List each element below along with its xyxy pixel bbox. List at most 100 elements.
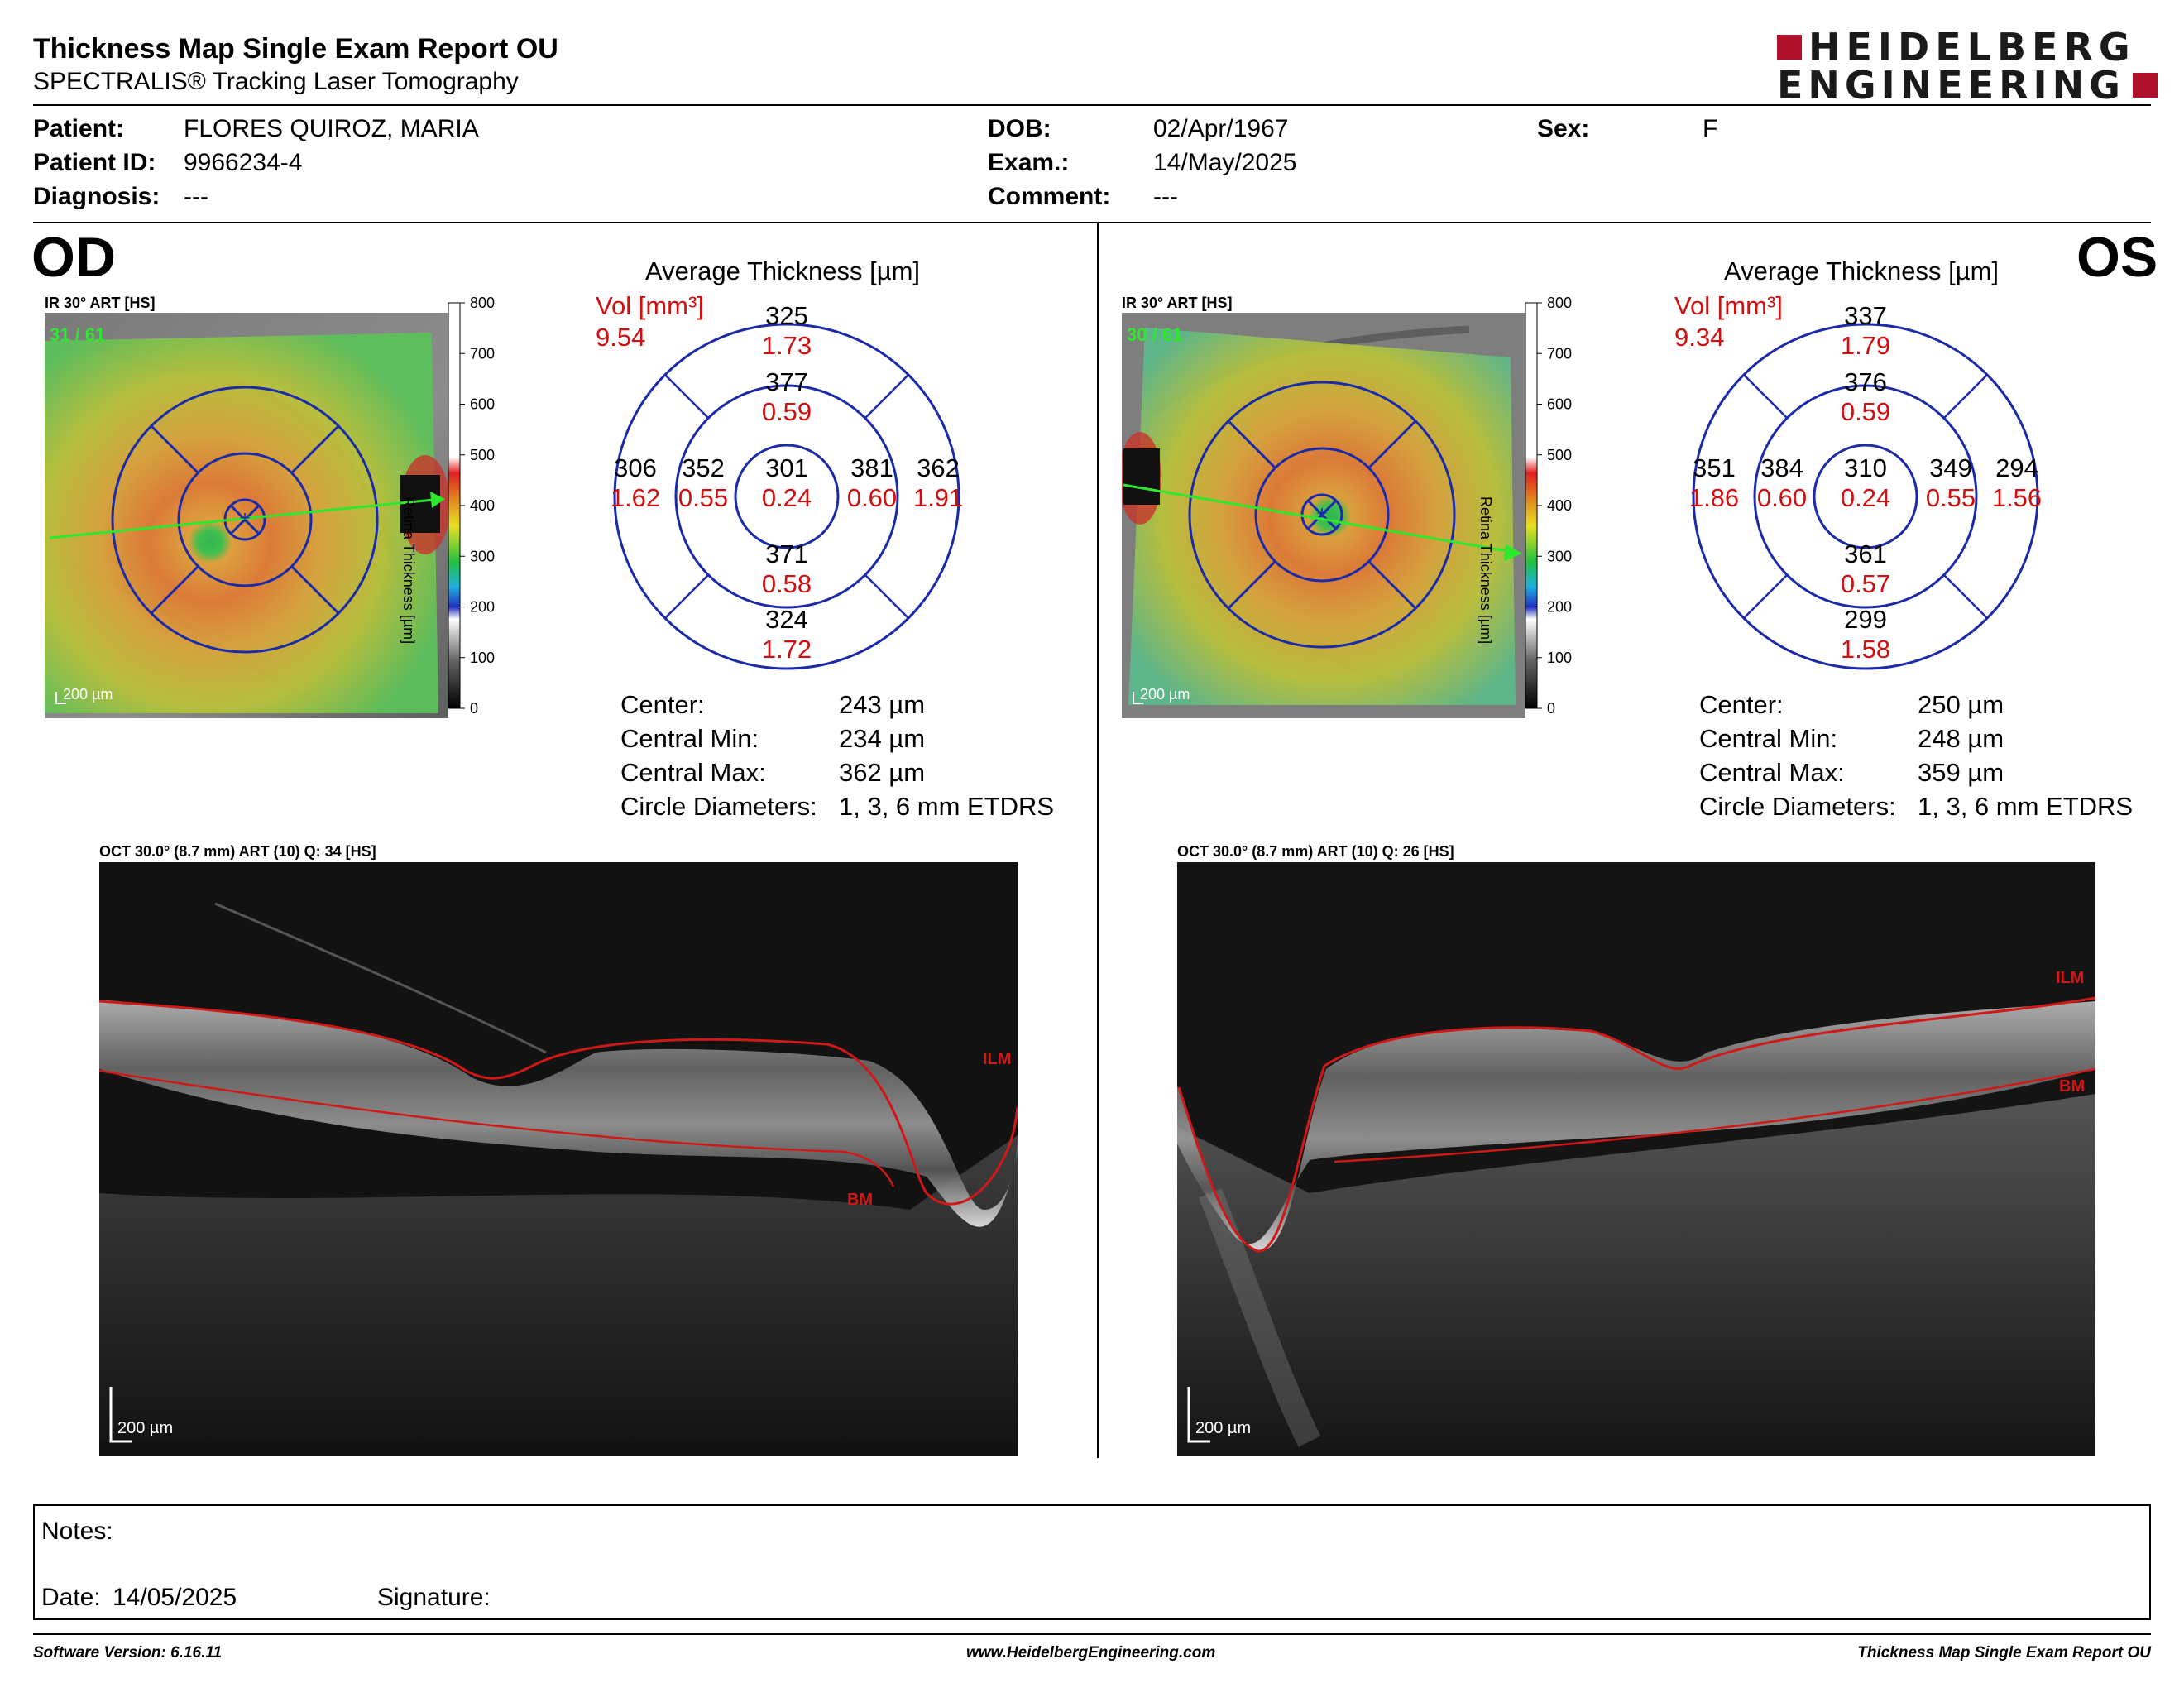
od-max-label: Central Max: xyxy=(620,758,766,787)
os-colorbar-tick-label: 400 xyxy=(1547,497,1572,514)
signature-label: Signature: xyxy=(377,1584,491,1611)
od-inner-left-thickness: 352 xyxy=(682,453,725,482)
eye-divider xyxy=(1097,223,1099,1458)
os-colorbar-label: Retina Thickness [µm] xyxy=(1478,496,1494,645)
os-map-scale: 200 µm xyxy=(1140,686,1190,703)
header-divider xyxy=(33,104,2151,106)
od-colorbar-tick-label: 0 xyxy=(470,700,478,717)
os-inner-inf-thickness: 361 xyxy=(1844,539,1887,568)
od-inner-left-volume: 0.55 xyxy=(678,483,728,512)
report-title: Thickness Map Single Exam Report OU xyxy=(33,33,558,65)
os-outer-sup-thickness: 337 xyxy=(1844,301,1887,330)
svg-text:+: + xyxy=(240,507,251,528)
os-thickness-map: + 30 / 61 200 µm xyxy=(1122,313,1525,718)
os-bm-line xyxy=(1334,1067,2095,1163)
os-outer-left-volume: 1.86 xyxy=(1689,483,1739,512)
os-frames: 30 / 61 xyxy=(1127,324,1182,345)
comment-label: Comment: xyxy=(988,183,1111,210)
od-inner-sup-thickness: 377 xyxy=(765,367,808,396)
footer-report-name: Thickness Map Single Exam Report OU xyxy=(1857,1644,2151,1662)
os-diam-label: Circle Diameters: xyxy=(1699,792,1896,821)
od-inner-right-volume: 0.60 xyxy=(847,483,897,512)
os-colorbar-tick-label: 500 xyxy=(1547,447,1572,463)
od-max-value: 362 µm xyxy=(839,758,926,787)
diagnosis-label: Diagnosis: xyxy=(33,183,160,210)
os-colorbar: 800 700 600 500 400 300 200 100 0 xyxy=(1525,295,1572,717)
date-value: 14/05/2025 xyxy=(113,1584,237,1611)
os-colorbar-tick-label: 700 xyxy=(1547,345,1572,362)
os-min-value: 248 µm xyxy=(1918,724,2004,753)
od-eye-label: OD xyxy=(31,226,116,289)
os-outer-inf-volume: 1.58 xyxy=(1841,635,1890,664)
od-min-value: 234 µm xyxy=(839,724,926,753)
os-ir-label: IR 30° ART [HS] xyxy=(1122,295,1233,311)
od-etdrs-grid: 301 0.24 377 0.59 371 0.58 352 0.55 381 … xyxy=(611,301,963,670)
os-colorbar-tick-label: 800 xyxy=(1547,295,1572,311)
od-center-volume: 0.24 xyxy=(762,483,812,512)
exam-value: 14/May/2025 xyxy=(1153,149,1297,176)
os-center-value: 250 µm xyxy=(1918,690,2004,719)
od-colorbar-tick-label: 400 xyxy=(470,497,495,514)
os-outer-left-thickness: 351 xyxy=(1693,453,1736,482)
os-inner-right-thickness: 349 xyxy=(1929,453,1972,482)
logo-square-bottom xyxy=(2133,73,2158,98)
od-outer-left-volume: 1.62 xyxy=(611,483,660,512)
os-max-label: Central Max: xyxy=(1699,758,1845,787)
od-ilm-line xyxy=(99,1000,1018,1206)
od-colorbar-tick-label: 600 xyxy=(470,396,495,413)
od-outer-ring xyxy=(111,386,379,654)
od-inner-sup-volume: 0.59 xyxy=(762,397,812,426)
os-inner-sup-volume: 0.59 xyxy=(1841,397,1890,426)
os-bm-label: BM xyxy=(2059,1077,2085,1096)
company-logo: HEIDELBERG ENGINEERING xyxy=(1777,25,2158,108)
od-inner-inf-volume: 0.58 xyxy=(762,569,812,598)
sex-value: F xyxy=(1703,115,1718,142)
os-inner-right-volume: 0.55 xyxy=(1926,483,1976,512)
os-outer-right-thickness: 294 xyxy=(1995,453,2038,482)
os-outer-right-volume: 1.56 xyxy=(1992,483,2042,512)
os-inner-ring xyxy=(1254,447,1390,583)
notes-box[interactable]: Notes: Date: 14/05/2025 Signature: xyxy=(33,1504,2151,1620)
od-vol-total: 9.54 xyxy=(596,323,646,352)
os-colorbar-tick-label: 200 xyxy=(1547,599,1572,616)
svg-text:+: + xyxy=(1317,502,1328,523)
logo-line2: ENGINEERING xyxy=(1777,63,2125,108)
od-colorbar-ticks: 800 700 600 500 400 300 200 100 0 xyxy=(460,295,495,717)
od-thickness-map: + 31 / 61 200 µm xyxy=(45,313,448,718)
date-label: Date: xyxy=(41,1584,101,1611)
od-diam-value: 1, 3, 6 mm ETDRS xyxy=(839,792,1055,821)
website-link[interactable]: www.HeidelbergEngineering.com xyxy=(966,1644,1216,1662)
os-diam-value: 1, 3, 6 mm ETDRS xyxy=(1918,792,2134,821)
os-oct-scale: 200 µm xyxy=(1195,1419,1251,1437)
od-bm-line xyxy=(99,1069,895,1187)
od-bm-label: BM xyxy=(847,1191,873,1209)
patient-id: 9966234-4 xyxy=(184,149,303,176)
od-ir-label: IR 30° ART [HS] xyxy=(45,295,156,311)
os-outer-sup-volume: 1.79 xyxy=(1841,331,1890,360)
os-inner-left-volume: 0.60 xyxy=(1757,483,1807,512)
sex-label: Sex: xyxy=(1537,115,1590,142)
logo-square-top xyxy=(1777,35,1802,60)
od-outer-sup-volume: 1.73 xyxy=(762,331,812,360)
od-colorbar-tick-label: 800 xyxy=(470,295,495,311)
od-inner-right-thickness: 381 xyxy=(850,453,893,482)
os-center-label: Center: xyxy=(1699,690,1784,719)
od-center-thickness: 301 xyxy=(765,453,808,482)
os-outer-inf-thickness: 299 xyxy=(1844,605,1887,634)
diagnosis-value: --- xyxy=(184,183,208,210)
od-outer-right-thickness: 362 xyxy=(917,453,960,482)
os-colorbar-tick-label: 300 xyxy=(1547,548,1572,564)
os-ilm-line xyxy=(1177,996,2095,1253)
os-center-volume: 0.24 xyxy=(1841,483,1890,512)
od-center-value: 243 µm xyxy=(839,690,926,719)
software-version: Software Version: 6.16.11 xyxy=(33,1644,223,1662)
od-outer-inf-volume: 1.72 xyxy=(762,635,812,664)
os-scan-line xyxy=(1123,483,1508,553)
od-inner-inf-thickness: 371 xyxy=(765,539,808,568)
notes-label: Notes: xyxy=(41,1518,113,1545)
os-oct-label: OCT 30.0° (8.7 mm) ART (10) Q: 26 [HS] xyxy=(1177,843,1454,860)
patient-label: Patient: xyxy=(33,115,125,142)
od-oct-label: OCT 30.0° (8.7 mm) ART (10) Q: 34 [HS] xyxy=(99,843,376,860)
os-ilm-label: ILM xyxy=(2056,969,2084,987)
od-colorbar-tick-label: 100 xyxy=(470,650,495,666)
